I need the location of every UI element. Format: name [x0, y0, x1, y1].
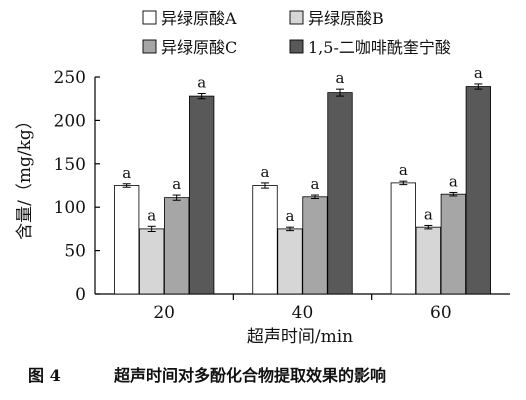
bar [164, 197, 190, 295]
significance-label: a [311, 175, 320, 193]
x-tick-label: 20 [153, 303, 175, 323]
legend-label: 异绿原酸C [161, 38, 237, 57]
bar [440, 193, 466, 295]
bar [252, 185, 278, 295]
y-tick-label: 200 [54, 111, 86, 131]
bar [114, 185, 140, 295]
legend-label: 异绿原酸A [161, 9, 237, 28]
bar [327, 92, 353, 295]
legend-label: 异绿原酸B [308, 9, 384, 28]
bar [465, 86, 491, 295]
y-tick-label: 0 [75, 285, 86, 305]
bar [189, 95, 215, 295]
y-tick-label: 100 [54, 198, 86, 218]
bar [415, 226, 441, 295]
legend-swatch [289, 39, 304, 54]
legend-swatch [142, 39, 157, 54]
bar [390, 182, 416, 295]
legend-swatch [142, 10, 157, 25]
y-tick-label: 50 [64, 242, 86, 262]
y-tick-label: 250 [54, 68, 86, 88]
x-tick-label: 60 [430, 303, 452, 323]
legend: 异绿原酸A 异绿原酸B 异绿原酸C 1,5-二咖啡酰奎宁酸 [142, 9, 451, 57]
caption-text: 超声时间对多酚化合物提取效果的影响 [113, 366, 386, 385]
significance-label: a [424, 205, 433, 223]
x-tick-label: 40 [292, 303, 314, 323]
x-axis-title: 超声时间/min [247, 327, 353, 347]
significance-label: a [336, 69, 345, 87]
significance-label: a [147, 206, 156, 224]
significance-label: a [122, 164, 131, 182]
significance-label: a [474, 64, 483, 82]
bar [139, 228, 165, 295]
y-tick-label: 150 [54, 155, 86, 175]
significance-label: a [197, 73, 206, 91]
significance-label: a [449, 172, 458, 190]
y-axis-title: 含量/（mg/kg） [15, 112, 35, 240]
caption-number: 图 4 [28, 366, 61, 385]
significance-label: a [286, 207, 295, 225]
significance-label: a [399, 161, 408, 179]
significance-label: a [172, 175, 181, 193]
significance-label: a [261, 163, 270, 181]
legend-swatch [289, 10, 304, 25]
bar [302, 196, 328, 295]
bar [277, 228, 303, 295]
legend-label: 1,5-二咖啡酰奎宁酸 [308, 38, 451, 57]
